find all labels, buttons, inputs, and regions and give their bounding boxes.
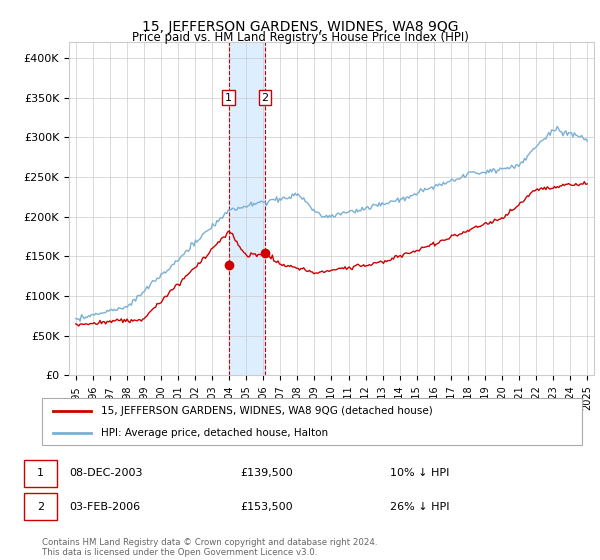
FancyBboxPatch shape xyxy=(42,398,582,445)
Text: 15, JEFFERSON GARDENS, WIDNES, WA8 9QG (detached house): 15, JEFFERSON GARDENS, WIDNES, WA8 9QG (… xyxy=(101,406,433,416)
Text: 15, JEFFERSON GARDENS, WIDNES, WA8 9QG: 15, JEFFERSON GARDENS, WIDNES, WA8 9QG xyxy=(142,20,458,34)
Text: 10% ↓ HPI: 10% ↓ HPI xyxy=(390,468,449,478)
Text: 08-DEC-2003: 08-DEC-2003 xyxy=(69,468,143,478)
Text: 26% ↓ HPI: 26% ↓ HPI xyxy=(390,502,449,512)
Text: 03-FEB-2006: 03-FEB-2006 xyxy=(69,502,140,512)
Text: £153,500: £153,500 xyxy=(240,502,293,512)
Bar xyxy=(229,42,265,375)
Text: HPI: Average price, detached house, Halton: HPI: Average price, detached house, Halt… xyxy=(101,428,329,438)
Text: 2: 2 xyxy=(37,502,44,512)
Text: 1: 1 xyxy=(225,92,232,102)
Text: 2: 2 xyxy=(262,92,268,102)
Text: Contains HM Land Registry data © Crown copyright and database right 2024.
This d: Contains HM Land Registry data © Crown c… xyxy=(42,538,377,557)
Text: Price paid vs. HM Land Registry's House Price Index (HPI): Price paid vs. HM Land Registry's House … xyxy=(131,31,469,44)
Text: £139,500: £139,500 xyxy=(240,468,293,478)
Text: 1: 1 xyxy=(37,468,44,478)
